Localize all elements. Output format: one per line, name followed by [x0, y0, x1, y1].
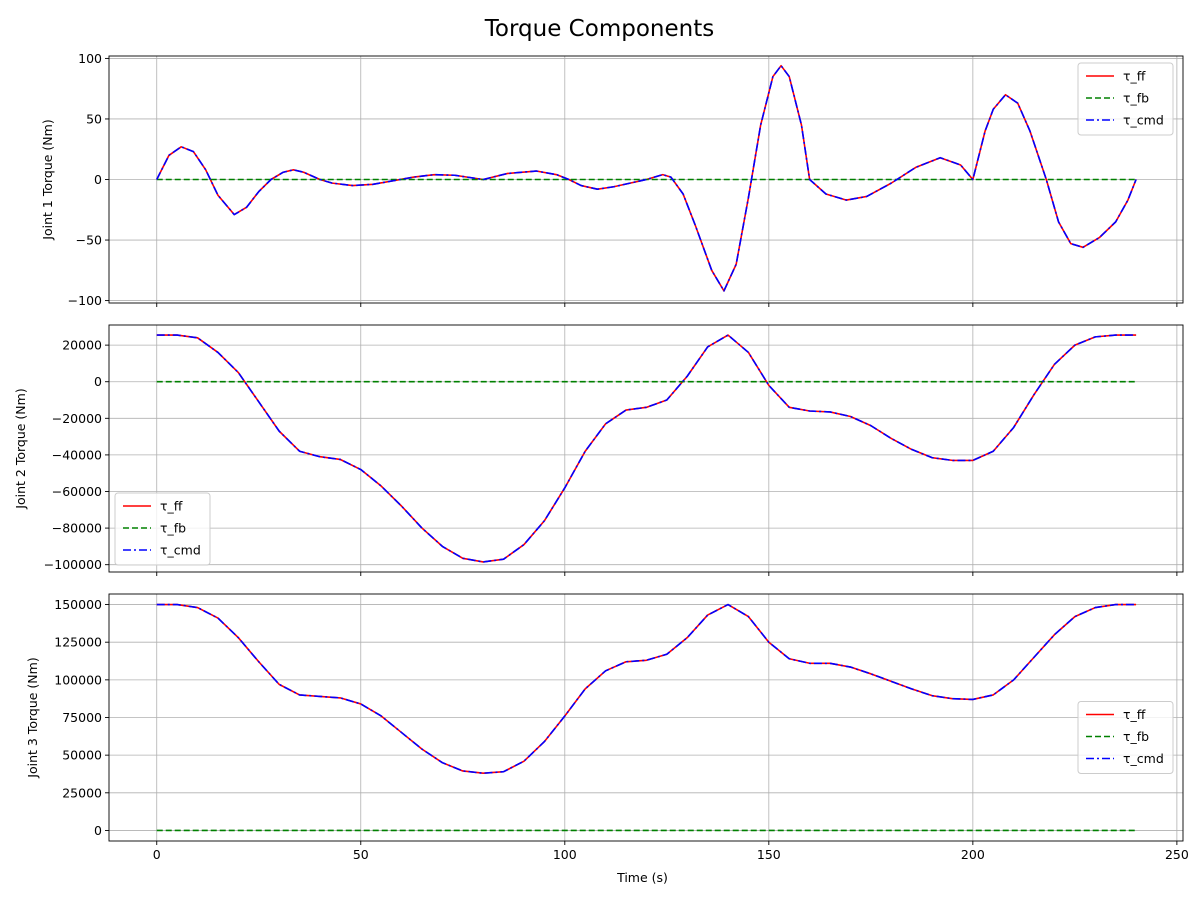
- panel-3-y-tick-label: 100000: [54, 672, 102, 687]
- panel-2-y-tick-label: −20000: [52, 411, 102, 426]
- panel-3-x-tick-label: 0: [153, 847, 161, 862]
- panel-1-y-tick-label: 100: [78, 51, 102, 66]
- x-axis-label: Time (s): [616, 870, 668, 885]
- panel-3-y-tick-label: 150000: [54, 597, 102, 612]
- panel-2-legend-box: [114, 492, 211, 566]
- panel-3-legend-label-ff: τ_ff: [1123, 707, 1146, 722]
- panel-1-legend-label-fb: τ_fb: [1123, 91, 1149, 106]
- panel-3-legend-label-fb: τ_fb: [1123, 729, 1149, 744]
- panel-3-legend: τ_ff τ_fb τ_cmd: [1077, 701, 1174, 774]
- panel-3-y-tick-label: 50000: [62, 748, 102, 763]
- panel-1-y-tick-label: −100: [68, 293, 102, 308]
- panel-1-legend-label-cmd: τ_cmd: [1123, 113, 1164, 128]
- panel-2-y-tick-label: −100000: [44, 557, 102, 572]
- figure-title: Torque Components: [484, 16, 714, 42]
- panel-3-legend-label-cmd: τ_cmd: [1123, 751, 1164, 766]
- panel-1-y-tick-label: 0: [94, 172, 102, 187]
- panel-3-y-tick-label: 0: [94, 823, 102, 838]
- panel-2-legend: τ_ff τ_fb τ_cmd: [114, 492, 211, 566]
- panel-3-y-tick-label: 125000: [54, 635, 102, 650]
- panel-3-x-tick-label: 150: [757, 847, 781, 862]
- panel-2-y-axis-label: Joint 2 Torque (Nm): [13, 388, 28, 509]
- panel-3-y-axis-label: Joint 3 Torque (Nm): [25, 657, 40, 778]
- panel-3-y-tick-label: 25000: [62, 785, 102, 800]
- panel-2: −100000 −80000 −60000 −40000 −20000 0 20000 Joi…: [13, 324, 1184, 576]
- panel-2-legend-label-cmd: τ_cmd: [160, 543, 201, 558]
- panel-3-x-tick-label: 250: [1165, 847, 1189, 862]
- panel-1-series-cmd-line: [156, 64, 1137, 292]
- panel-1-y-tick-label: 50: [86, 111, 102, 126]
- panel-3: 0 50 100 150 200 250 0 25000 50000 75000 100000 125…: [25, 593, 1189, 862]
- panel-2-y-tick-label: −60000: [52, 484, 102, 499]
- panel-1-legend-label-ff: τ_ff: [1123, 69, 1146, 84]
- panel-2-frame: [108, 324, 1184, 573]
- panel-1: −100 −50 0 50 100 Joint 1 Torque (Nm) τ_ff τ_fb…: [40, 51, 1184, 308]
- panel-1-y-tick-label: −50: [76, 233, 102, 248]
- panel-2-legend-label-ff: τ_ff: [160, 499, 183, 514]
- panel-2-legend-label-fb: τ_fb: [160, 521, 186, 536]
- panel-2-y-tick-label: −80000: [52, 521, 102, 536]
- panel-1-legend: τ_ff τ_fb τ_cmd: [1077, 62, 1174, 136]
- panel-3-x-tick-label: 50: [353, 847, 369, 862]
- panel-3-y-tick-label: 75000: [62, 710, 102, 725]
- panel-2-y-tick-label: 20000: [62, 338, 102, 353]
- panel-2-y-tick-label: 0: [94, 374, 102, 389]
- panel-2-series-cmd-line: [156, 334, 1137, 563]
- panel-3-x-tick-label: 100: [553, 847, 577, 862]
- panel-1-y-axis-label: Joint 1 Torque (Nm): [40, 119, 55, 240]
- panel-1-legend-box: [1077, 62, 1174, 136]
- panel-3-series-cmd-line: [156, 603, 1137, 775]
- panel-2-y-tick-label: −40000: [52, 447, 102, 462]
- panel-3-x-tick-label: 200: [961, 847, 985, 862]
- panel-3-legend-box: [1077, 701, 1174, 774]
